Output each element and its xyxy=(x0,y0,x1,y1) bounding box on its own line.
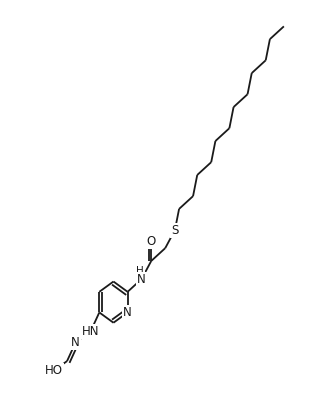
Text: HN: HN xyxy=(82,325,100,338)
Text: S: S xyxy=(171,223,178,237)
Text: O: O xyxy=(147,235,156,248)
Text: N: N xyxy=(123,306,132,319)
Text: HO: HO xyxy=(45,364,62,377)
Text: H: H xyxy=(136,267,144,277)
Text: N: N xyxy=(137,273,146,286)
Text: N: N xyxy=(71,336,80,349)
